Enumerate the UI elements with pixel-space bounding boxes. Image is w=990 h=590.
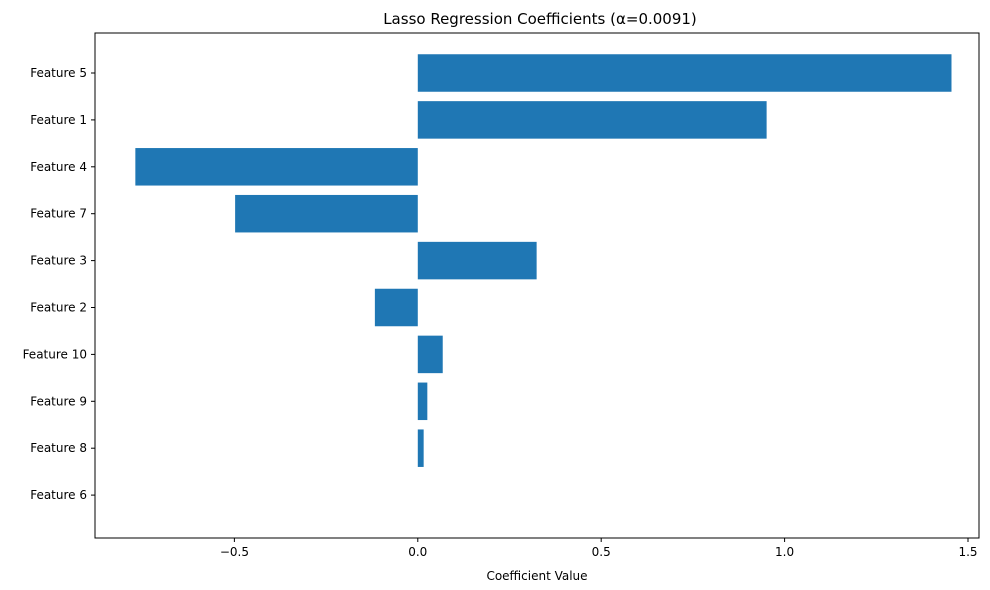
x-tick-label: −0.5 [220,545,249,559]
x-tick-label: 0.5 [592,545,611,559]
x-tick-label: 1.0 [775,545,794,559]
y-tick-label: Feature 3 [30,254,87,268]
y-tick-label: Feature 2 [30,301,87,315]
x-tick-label: 1.5 [958,545,977,559]
bar-feature-2 [374,288,418,327]
axes-frame [94,32,980,539]
x-axis-label: Coefficient Value [486,569,587,583]
bar-feature-5 [417,54,952,92]
chart-title: Lasso Regression Coefficients (α=0.0091) [383,10,697,28]
bar-feature-7 [235,194,418,233]
y-tick-label: Feature 4 [30,160,87,174]
bar-feature-1 [417,101,767,139]
y-tick-label: Feature 9 [30,394,87,408]
bar-feature-10 [417,335,443,374]
y-tick-label: Feature 6 [30,488,87,502]
x-tick-label: 0.0 [408,545,427,559]
y-tick-label: Feature 5 [30,66,87,80]
bar-feature-9 [417,382,428,421]
bar-feature-4 [135,148,418,186]
y-tick-label: Feature 7 [30,207,87,221]
y-tick-label: Feature 1 [30,113,87,127]
bar-feature-3 [417,241,537,280]
bar-feature-8 [417,429,424,467]
plot-area: Feature 5 Feature 1 Feature 4 Feature 7 Feat… [23,54,978,559]
y-tick-label: Feature 10 [23,347,87,361]
y-tick-label: Feature 8 [30,441,87,455]
